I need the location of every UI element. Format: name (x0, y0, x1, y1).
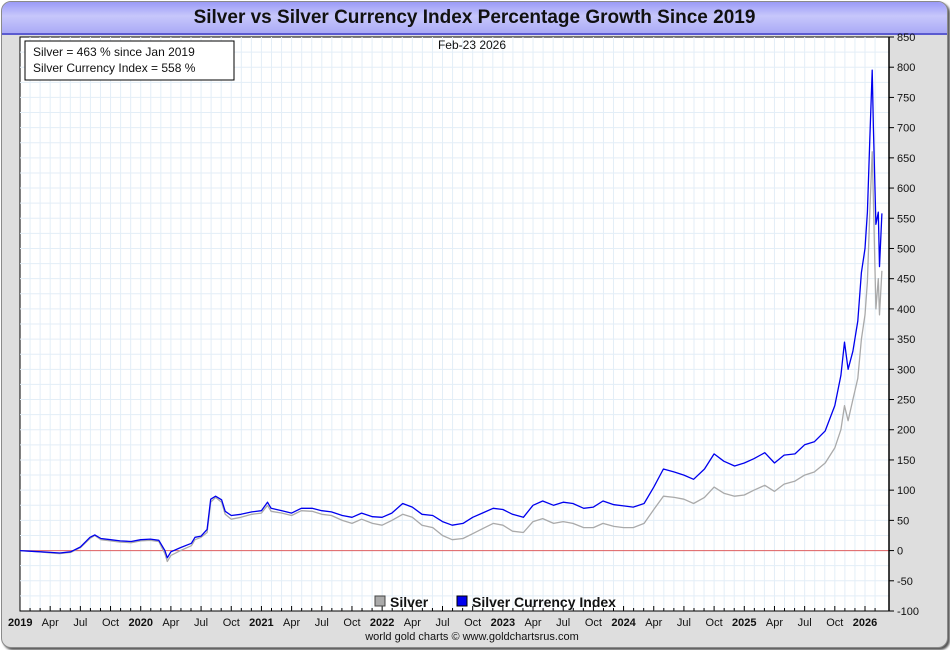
y-tick-label: 650 (897, 153, 915, 165)
y-tick-label: 800 (897, 62, 915, 74)
y-tick-label: 750 (897, 92, 915, 104)
y-tick-label: 850 (897, 32, 915, 44)
legend-swatch-silver (374, 595, 386, 607)
x-tick-label: Oct (706, 617, 723, 629)
x-tick-label: Apr (404, 617, 421, 629)
x-tick-label: Apr (283, 617, 300, 629)
x-tick-label: Oct (343, 617, 360, 629)
y-tick-label: 250 (897, 395, 915, 407)
info-box: Silver = 463 % since Jan 2019 Silver Cur… (24, 40, 235, 81)
series-group (19, 69, 883, 563)
y-tick-label: 700 (897, 123, 915, 135)
x-tick-label: Apr (766, 617, 783, 629)
x-tick-label: Apr (162, 617, 179, 629)
y-tick-label: 200 (897, 425, 915, 437)
x-tick-label: Jul (677, 617, 691, 629)
x-tick-label: Jul (194, 617, 208, 629)
x-tick-label: 2019 (8, 617, 32, 629)
x-tick-label: Jul (315, 617, 329, 629)
x-tick-label: Jul (556, 617, 570, 629)
x-tick-label: 2022 (370, 617, 394, 629)
x-tick-label: Apr (42, 617, 59, 629)
y-tick-label: -50 (897, 576, 913, 588)
x-tick-label: 2026 (853, 617, 877, 629)
y-tick-label: 400 (897, 304, 915, 316)
series-line-silver-currency-index (19, 69, 883, 559)
x-axis: 2019 Apr Jul Oct 2020 Apr Jul Oct 2021 Apr Jul Oct 2… (8, 606, 877, 629)
y-axis: 8508007507006506005505004504003503002502… (888, 32, 919, 618)
y-tick-label: 350 (897, 334, 915, 346)
y-tick-label: 600 (897, 183, 915, 195)
x-tick-label: Oct (102, 617, 119, 629)
x-tick-label: 2021 (249, 617, 273, 629)
credit-text: world gold charts © www.goldchartsrus.co… (364, 631, 579, 643)
x-tick-label: Jul (435, 617, 449, 629)
x-tick-label: Oct (826, 617, 843, 629)
chart-title: Silver vs Silver Currency Index Percenta… (2, 2, 947, 35)
x-tick-label: Oct (223, 617, 240, 629)
legend-swatch-silver-currency-index (456, 595, 468, 607)
y-tick-label: -100 (897, 606, 919, 618)
x-tick-label: Oct (585, 617, 602, 629)
x-tick-label: 2020 (128, 617, 152, 629)
y-tick-label: 300 (897, 364, 915, 376)
x-tick-label: Jul (73, 617, 87, 629)
x-tick-label: 2023 (491, 617, 515, 629)
y-tick-label: 500 (897, 243, 915, 255)
x-tick-label: Jul (798, 617, 812, 629)
info-silver-currency-index: Silver Currency Index = 558 % (33, 61, 196, 75)
legend-label-silver: Silver (390, 594, 429, 610)
legend: Silver Silver Currency Index (374, 594, 616, 610)
legend-label-silver-currency-index: Silver Currency Index (472, 594, 616, 610)
x-tick-label: Apr (645, 617, 662, 629)
series-line-silver (19, 151, 883, 563)
x-tick-label: 2025 (732, 617, 756, 629)
x-tick-label: Apr (524, 617, 541, 629)
y-tick-label: 550 (897, 213, 915, 225)
y-tick-label: 450 (897, 274, 915, 286)
info-silver: Silver = 463 % since Jan 2019 (33, 45, 195, 59)
x-tick-label: 2024 (611, 617, 636, 629)
y-tick-label: 100 (897, 485, 915, 497)
y-tick-label: 50 (897, 515, 909, 527)
y-tick-label: 150 (897, 455, 915, 467)
date-label: Feb-23 2026 (438, 38, 506, 52)
y-tick-label: 0 (897, 546, 903, 558)
x-tick-label: Oct (464, 617, 481, 629)
grid-lines (20, 37, 889, 611)
